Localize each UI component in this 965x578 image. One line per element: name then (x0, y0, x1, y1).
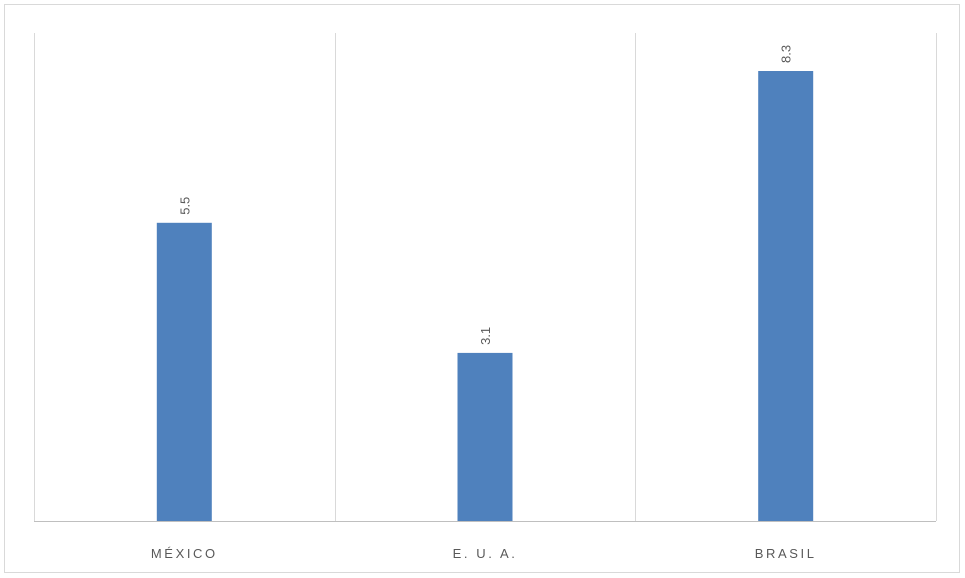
grid-layer (34, 33, 937, 522)
category-label: BRASIL (755, 546, 817, 561)
bar-chart: 5.5 MÉXICO 3.1 E. U. A. 8.3 BRASIL (34, 33, 937, 561)
data-label: 5.5 (177, 197, 192, 215)
labels-layer: 5.5 MÉXICO 3.1 E. U. A. 8.3 BRASIL (151, 45, 817, 561)
bars-layer (156, 71, 814, 522)
category-label: MÉXICO (151, 546, 218, 561)
chart-frame: 5.5 MÉXICO 3.1 E. U. A. 8.3 BRASIL (4, 4, 960, 573)
bar (457, 352, 513, 521)
category-label: E. U. A. (453, 546, 518, 561)
bar (156, 222, 212, 522)
bar (758, 71, 814, 521)
data-label: 3.1 (478, 327, 493, 345)
data-label: 8.3 (779, 45, 794, 63)
